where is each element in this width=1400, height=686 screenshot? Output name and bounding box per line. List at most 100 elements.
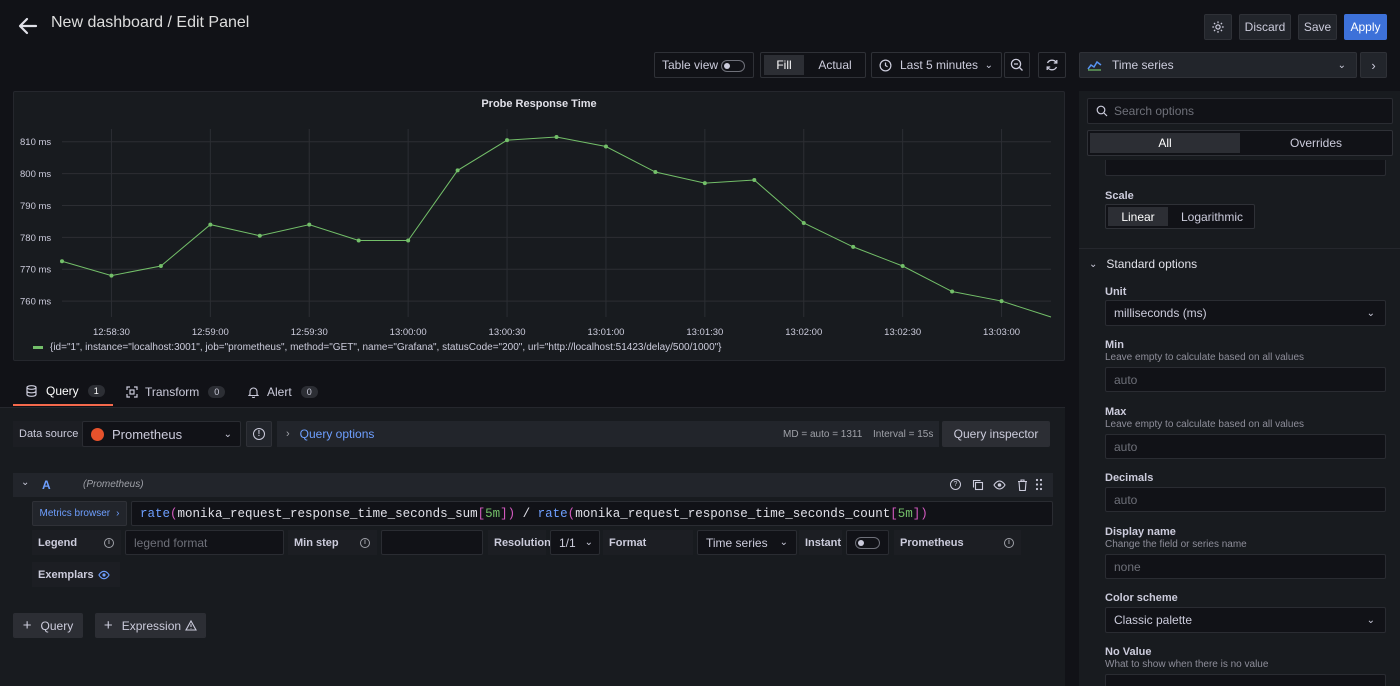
table-view-toggle[interactable]: Table view bbox=[654, 52, 754, 78]
y-tick-label: 760 ms bbox=[20, 297, 51, 308]
scale-linear-option[interactable]: Linear bbox=[1108, 207, 1168, 226]
format-label: Format bbox=[603, 530, 693, 555]
panel-title: Probe Response Time bbox=[481, 98, 597, 110]
info-icon[interactable]: i bbox=[360, 537, 370, 548]
resolution-label: Resolution bbox=[488, 530, 551, 555]
chevron-right-icon: › bbox=[1371, 57, 1376, 73]
tab-alert[interactable]: Alert 0 bbox=[248, 378, 318, 406]
max-input[interactable]: auto bbox=[1105, 434, 1386, 459]
data-source-select[interactable]: Prometheus ⌄ bbox=[82, 421, 241, 447]
query-options-bar[interactable]: › Query options MD = auto = 1311 Interva… bbox=[277, 421, 939, 447]
discard-button[interactable]: Discard bbox=[1239, 14, 1291, 40]
info-icon[interactable]: i bbox=[1004, 537, 1014, 548]
zoom-out-button[interactable] bbox=[1004, 52, 1030, 78]
eye-icon[interactable] bbox=[993, 479, 1006, 491]
actual-option[interactable]: Actual bbox=[818, 58, 852, 72]
tab-overrides[interactable]: Overrides bbox=[1289, 136, 1342, 150]
time-range-picker[interactable]: Last 5 minutes ⌄ bbox=[871, 52, 1002, 78]
legend-field-label: Legend i bbox=[32, 530, 121, 555]
resolution-select[interactable]: 1/1 ⌄ bbox=[550, 530, 600, 555]
refresh-button[interactable] bbox=[1038, 52, 1066, 78]
fill-actual-group: Fill Actual bbox=[760, 52, 866, 78]
data-source-help-button[interactable]: ! bbox=[246, 421, 272, 447]
chevron-down-icon: ⌄ bbox=[1089, 258, 1098, 270]
query-ref-id[interactable]: A bbox=[42, 478, 51, 492]
search-options-input[interactable]: Search options bbox=[1087, 98, 1393, 124]
back-arrow-icon[interactable] bbox=[16, 14, 40, 38]
unit-select[interactable]: milliseconds (ms) ⌄ bbox=[1105, 300, 1386, 326]
format-select[interactable]: Time series ⌄ bbox=[697, 530, 797, 555]
display-name-input[interactable]: none bbox=[1105, 554, 1386, 579]
apply-button[interactable]: Apply bbox=[1344, 14, 1387, 40]
collapse-options-button[interactable]: › bbox=[1360, 52, 1387, 78]
x-tick-label: 12:58:30 bbox=[93, 327, 130, 338]
clock-icon bbox=[879, 59, 892, 71]
fill-option[interactable]: Fill bbox=[764, 55, 804, 75]
tab-query[interactable]: Query 1 bbox=[13, 378, 113, 406]
scale-logarithmic-option[interactable]: Logarithmic bbox=[1180, 209, 1244, 224]
info-icon[interactable]: i bbox=[104, 537, 114, 548]
legend-format-input[interactable]: legend format bbox=[125, 530, 284, 555]
y-tick-label: 790 ms bbox=[20, 201, 51, 212]
visualization-picker[interactable]: Time series ⌄ bbox=[1079, 52, 1357, 78]
x-tick-label: 13:02:30 bbox=[884, 327, 921, 338]
no-value-label: No Value bbox=[1105, 646, 1152, 658]
chevron-down-icon: ⌄ bbox=[779, 537, 788, 548]
tab-all[interactable]: All bbox=[1090, 133, 1240, 153]
trash-icon[interactable] bbox=[1017, 479, 1028, 491]
page-title: New dashboard / Edit Panel bbox=[51, 14, 250, 31]
save-button[interactable]: Save bbox=[1298, 14, 1337, 40]
instant-toggle[interactable] bbox=[846, 530, 889, 555]
add-query-button[interactable]: + Query bbox=[13, 613, 83, 638]
y-tick-label: 800 ms bbox=[20, 169, 51, 180]
query-expression-editor[interactable]: rate(monika_request_response_time_second… bbox=[131, 501, 1053, 526]
tab-transform[interactable]: Transform 0 bbox=[126, 378, 226, 406]
decimals-input[interactable]: auto bbox=[1105, 487, 1386, 512]
drag-handle-icon[interactable] bbox=[1035, 478, 1043, 491]
x-tick-label: 13:00:30 bbox=[489, 327, 526, 338]
data-point bbox=[208, 222, 213, 227]
add-expression-button[interactable]: + Expression bbox=[95, 613, 206, 638]
display-name-label: Display name bbox=[1105, 526, 1176, 538]
settings-button[interactable] bbox=[1204, 14, 1232, 40]
display-name-description: Change the field or series name bbox=[1105, 539, 1247, 550]
exemplars-toggle[interactable]: Exemplars bbox=[32, 562, 120, 587]
warning-icon bbox=[185, 620, 197, 631]
help-icon[interactable]: ? bbox=[950, 479, 961, 490]
expr-range-1: 5m bbox=[485, 506, 501, 521]
metrics-browser-button[interactable]: Metrics browser › bbox=[32, 501, 127, 526]
y-tick-label: 780 ms bbox=[20, 233, 51, 244]
data-point bbox=[950, 289, 955, 294]
color-scheme-select[interactable]: Classic palette ⌄ bbox=[1105, 607, 1386, 633]
add-expression-label: Expression bbox=[121, 618, 182, 633]
data-point bbox=[554, 134, 559, 139]
time-range-label: Last 5 minutes bbox=[900, 58, 979, 72]
collapse-chevron-icon[interactable]: ⌄ bbox=[21, 477, 30, 488]
data-point bbox=[999, 299, 1004, 304]
data-point bbox=[900, 264, 905, 269]
duplicate-icon[interactable] bbox=[972, 479, 984, 491]
max-label: Max bbox=[1105, 406, 1127, 418]
no-value-input[interactable] bbox=[1105, 674, 1386, 686]
database-icon bbox=[26, 385, 37, 397]
standard-options-header[interactable]: ⌄ Standard options bbox=[1089, 257, 1197, 271]
min-input[interactable]: auto bbox=[1105, 367, 1386, 392]
gear-icon bbox=[1212, 21, 1224, 33]
legend-item[interactable]: {id="1", instance="localhost:3001", job=… bbox=[33, 342, 722, 353]
time-series-chart[interactable]: 760 ms 770 ms 780 ms 790 ms 800 ms 810 ms 12:5… bbox=[0, 0, 1070, 360]
query-options-label: Query options bbox=[299, 427, 375, 441]
instant-switch[interactable] bbox=[855, 536, 880, 549]
min-step-input[interactable] bbox=[381, 530, 483, 555]
query-row-header[interactable]: ⌄ A (Prometheus) ? bbox=[13, 473, 1053, 497]
data-point bbox=[653, 170, 658, 175]
query-inspector-button[interactable]: Query inspector bbox=[942, 421, 1050, 447]
data-point bbox=[406, 238, 411, 243]
bell-icon bbox=[248, 387, 259, 398]
zoom-out-icon bbox=[1010, 58, 1023, 71]
max-description: Leave empty to calculate based on all va… bbox=[1105, 419, 1305, 430]
query-source-hint: (Prometheus) bbox=[83, 479, 144, 490]
table-view-switch[interactable] bbox=[721, 60, 745, 72]
data-point bbox=[505, 138, 510, 143]
expr-close-2: ]) bbox=[912, 506, 928, 521]
decimals-label: Decimals bbox=[1105, 472, 1154, 484]
